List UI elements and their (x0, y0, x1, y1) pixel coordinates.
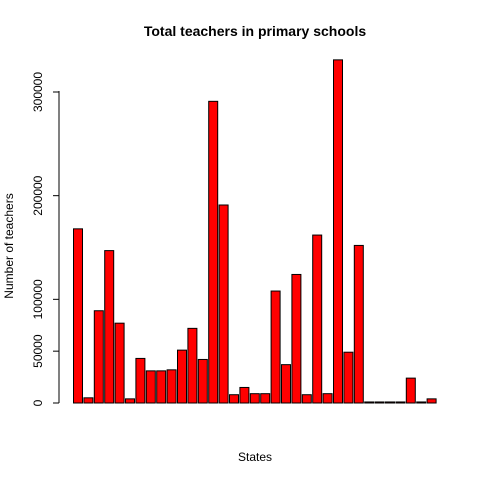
bar (312, 234, 323, 404)
y-axis: 0 50000 100000 200000 300000 (31, 72, 59, 406)
bar (104, 250, 115, 404)
y-tick-label: 50000 (31, 334, 45, 368)
bar (156, 370, 167, 404)
bar (249, 393, 260, 404)
bar (364, 401, 375, 404)
bar (405, 377, 416, 404)
bar (239, 386, 250, 404)
bar (177, 349, 187, 404)
y-tick-label: 100000 (31, 279, 45, 319)
y-axis-label: Number of teachers (2, 193, 16, 298)
bar (218, 204, 229, 404)
bar (281, 364, 291, 404)
bar (187, 327, 198, 404)
x-axis-label: States (238, 450, 272, 464)
bar (166, 369, 177, 404)
bar (416, 401, 427, 404)
bar (114, 322, 125, 404)
bar (83, 397, 94, 404)
bar (260, 393, 271, 404)
bar (197, 358, 208, 404)
bar (229, 394, 239, 404)
bar (301, 394, 312, 404)
bar (93, 310, 104, 404)
bar (208, 100, 219, 404)
y-tick-label: 300000 (31, 72, 45, 112)
bar (125, 398, 135, 404)
bar (395, 401, 406, 404)
bar (291, 273, 302, 404)
bar (73, 228, 83, 404)
bar (385, 401, 395, 404)
bar (322, 393, 333, 404)
bar (145, 370, 156, 404)
bar (374, 401, 385, 404)
y-tick-label: 200000 (31, 175, 45, 215)
bars (73, 59, 437, 404)
bar (135, 357, 146, 404)
bar (270, 290, 281, 404)
chart-title: Total teachers in primary schools (144, 23, 366, 39)
bar (333, 59, 343, 404)
bar (343, 351, 354, 404)
y-tick-label: 0 (31, 399, 45, 406)
bar (426, 398, 437, 404)
bar (353, 244, 364, 404)
